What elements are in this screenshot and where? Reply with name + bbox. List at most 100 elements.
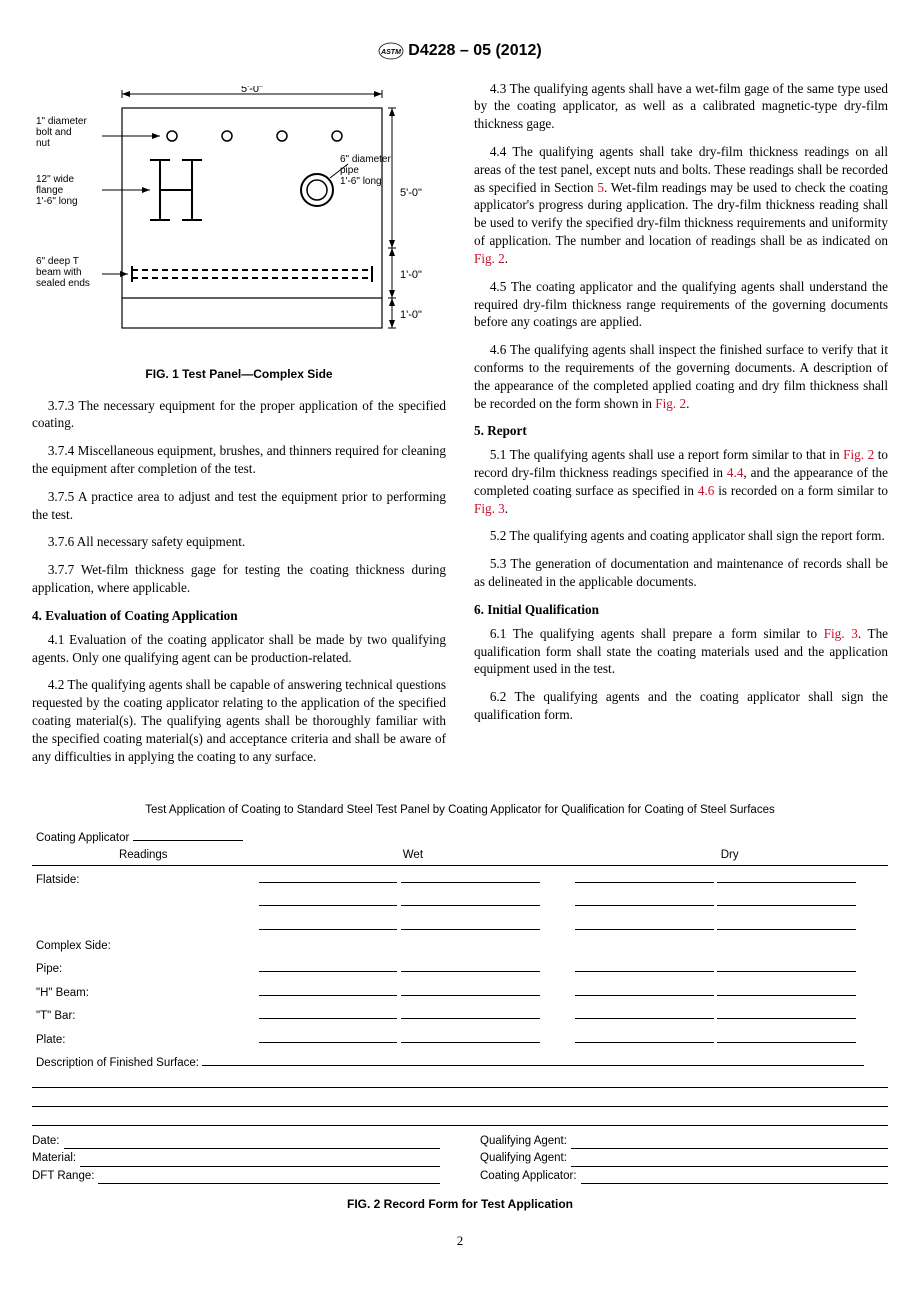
para-4-2: 4.2 The qualifying agents shall be capab… <box>32 676 446 765</box>
qa-field[interactable] <box>571 1136 888 1149</box>
dft-field[interactable] <box>98 1171 440 1184</box>
figure-2-form: Test Application of Coating to Standard … <box>32 803 888 1212</box>
para-4-1: 4.1 Evaluation of the coating applicator… <box>32 631 446 667</box>
input-field[interactable] <box>32 1073 888 1088</box>
input-field[interactable] <box>717 957 856 972</box>
desc-label: Description of Finished Surface: <box>36 1057 199 1069</box>
input-field[interactable] <box>202 1051 863 1066</box>
ref-fig-3[interactable]: Fig. 3 <box>474 501 505 516</box>
para-4-6: 4.6 The qualifying agents shall inspect … <box>474 341 888 412</box>
input-field[interactable] <box>32 1092 888 1107</box>
svg-text:ASTM: ASTM <box>380 49 401 56</box>
para-3-7-3: 3.7.3 The necessary equipment for the pr… <box>32 397 446 433</box>
figure-1: 5'-0" 1" diameterbolt andnut <box>32 86 446 383</box>
page-header: ASTM D4228 – 05 (2012) <box>32 40 888 62</box>
input-field[interactable] <box>259 981 398 996</box>
table-row: Complex Side: <box>32 937 888 956</box>
input-field[interactable] <box>717 1028 856 1043</box>
coating-applicator-field[interactable] <box>133 826 243 841</box>
material-label: Material: <box>32 1151 76 1167</box>
para-3-7-4: 3.7.4 Miscellaneous equipment, brushes, … <box>32 442 446 478</box>
input-field[interactable] <box>575 981 714 996</box>
input-field[interactable] <box>401 1028 540 1043</box>
ca-field[interactable] <box>581 1171 888 1184</box>
qa-field[interactable] <box>571 1154 888 1167</box>
plate-label: Plate: <box>32 1026 255 1050</box>
ref-fig-3[interactable]: Fig. 3 <box>824 626 858 641</box>
section-5-heading: 5. Report <box>474 422 888 440</box>
form-bottom: Date: Material: DFT Range: Qualifying Ag… <box>32 1134 888 1187</box>
para-3-7-5: 3.7.5 A practice area to adjust and test… <box>32 488 446 524</box>
qa-label: Qualifying Agent: <box>480 1151 567 1167</box>
input-field[interactable] <box>575 891 714 906</box>
ref-fig-2[interactable]: Fig. 2 <box>655 396 686 411</box>
fig1-caption: FIG. 1 Test Panel—Complex Side <box>32 366 446 382</box>
pipe-label: Pipe: <box>32 955 255 979</box>
text: 5.1 The qualifying agents shall use a re… <box>490 447 843 462</box>
date-field[interactable] <box>64 1136 441 1149</box>
dry-label: Dry <box>571 847 888 865</box>
input-field[interactable] <box>259 868 398 883</box>
page-number: 2 <box>32 1232 888 1250</box>
input-field[interactable] <box>717 868 856 883</box>
input-field[interactable] <box>401 915 540 930</box>
input-field[interactable] <box>575 1004 714 1019</box>
text: is recorded on a form similar to <box>714 483 888 498</box>
input-field[interactable] <box>259 1004 398 1019</box>
input-field[interactable] <box>259 891 398 906</box>
table-row: Coating Applicator <box>32 825 888 848</box>
text: . <box>505 501 508 516</box>
input-field[interactable] <box>717 981 856 996</box>
section-4-heading: 4. Evaluation of Coating Application <box>32 607 446 625</box>
table-row <box>32 913 888 937</box>
dft-label: DFT Range: <box>32 1169 94 1185</box>
input-field[interactable] <box>259 915 398 930</box>
input-field[interactable] <box>401 868 540 883</box>
ref-4-6[interactable]: 4.6 <box>698 483 714 498</box>
para-3-7-7: 3.7.7 Wet-film thickness gage for testin… <box>32 561 446 597</box>
svg-text:5'-0": 5'-0" <box>400 187 422 199</box>
form-table: Coating Applicator Readings Wet Dry Flat… <box>32 825 888 1073</box>
readings-label: Readings <box>32 847 255 865</box>
input-field[interactable] <box>259 1028 398 1043</box>
para-3-7-6: 3.7.6 All necessary safety equipment. <box>32 533 446 551</box>
ref-4-4[interactable]: 4.4 <box>727 465 743 480</box>
input-field[interactable] <box>717 891 856 906</box>
ref-section-5[interactable]: 5 <box>597 180 604 195</box>
ref-fig-2[interactable]: Fig. 2 <box>474 251 505 266</box>
ref-fig-2[interactable]: Fig. 2 <box>843 447 874 462</box>
material-field[interactable] <box>80 1154 440 1167</box>
section-6-heading: 6. Initial Qualification <box>474 601 888 619</box>
flatside-label: Flatside: <box>32 865 255 889</box>
para-6-2: 6.2 The qualifying agents and the coatin… <box>474 688 888 724</box>
svg-text:6" diameterpipe1'-6" long: 6" diameterpipe1'-6" long <box>340 154 391 187</box>
fig2-caption: FIG. 2 Record Form for Test Application <box>32 1196 888 1212</box>
input-field[interactable] <box>717 1004 856 1019</box>
table-row: Flatside: <box>32 865 888 889</box>
svg-text:12" wideflange1'-6" long: 12" wideflange1'-6" long <box>36 174 78 207</box>
input-field[interactable] <box>575 915 714 930</box>
input-field[interactable] <box>259 957 398 972</box>
description-lines <box>32 1073 888 1126</box>
text: 6.1 The qualifying agents shall prepare … <box>490 626 824 641</box>
svg-text:6" deep Tbeam withsealed ends: 6" deep Tbeam withsealed ends <box>36 256 90 289</box>
input-field[interactable] <box>401 1004 540 1019</box>
table-row <box>32 889 888 913</box>
input-field[interactable] <box>575 957 714 972</box>
input-field[interactable] <box>401 957 540 972</box>
svg-text:1'-0": 1'-0" <box>400 309 422 321</box>
input-field[interactable] <box>32 1111 888 1126</box>
table-row: Pipe: <box>32 955 888 979</box>
input-field[interactable] <box>575 1028 714 1043</box>
para-5-3: 5.3 The generation of documentation and … <box>474 555 888 591</box>
input-field[interactable] <box>717 915 856 930</box>
input-field[interactable] <box>401 981 540 996</box>
complex-label: Complex Side: <box>32 937 255 956</box>
astm-logo-icon: ASTM <box>378 42 404 60</box>
text: . <box>686 396 689 411</box>
input-field[interactable] <box>401 891 540 906</box>
input-field[interactable] <box>575 868 714 883</box>
para-5-1: 5.1 The qualifying agents shall use a re… <box>474 446 888 517</box>
para-5-2: 5.2 The qualifying agents and coating ap… <box>474 527 888 545</box>
doc-id: D4228 – 05 (2012) <box>408 42 541 59</box>
